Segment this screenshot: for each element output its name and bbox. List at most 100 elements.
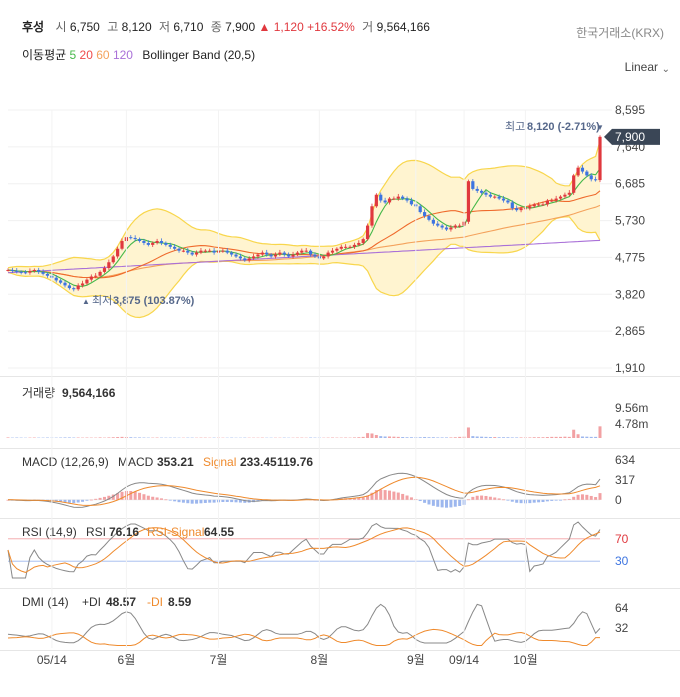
macd-histogram-bar <box>576 494 580 500</box>
rsi-signal-line <box>7 527 601 573</box>
plus-di-value: 48.57 <box>106 595 136 609</box>
candle-body <box>436 223 440 226</box>
candle-body <box>199 250 203 253</box>
candle-body <box>374 194 378 207</box>
candle-body <box>335 248 339 251</box>
low-marker-icon: ▲ <box>82 297 90 306</box>
macd-histogram-bar <box>572 496 576 500</box>
macd-histogram-bar <box>528 499 532 504</box>
macd-histogram-bar <box>502 499 506 501</box>
scale-dropdown[interactable]: Linear <box>625 60 658 74</box>
x-tick-label: 9월 <box>407 653 425 667</box>
ma-label[interactable]: 이동평균 <box>22 48 67 62</box>
candle-body <box>159 241 164 243</box>
macd-histogram-bar <box>431 499 435 506</box>
candle-body <box>230 252 234 255</box>
macd-histogram-bar <box>559 499 563 501</box>
panel-divider <box>0 588 680 589</box>
macd-histogram-bar <box>598 493 602 500</box>
volume-bar <box>6 437 10 438</box>
volume-bar <box>409 437 413 438</box>
macd-histogram-bar <box>203 499 207 503</box>
candle-body <box>458 225 462 227</box>
macd-histogram-bar <box>440 499 444 508</box>
macd-histogram-bar <box>392 491 396 500</box>
price-tick-label: 1,910 <box>615 361 645 375</box>
candle-body <box>537 204 541 206</box>
macd-histogram-bar <box>81 499 85 502</box>
candle-body <box>129 237 133 239</box>
macd-histogram-bar <box>537 499 541 503</box>
macd-histogram-bar <box>580 494 584 500</box>
volume-bar <box>436 437 440 438</box>
macd-histogram-bar <box>532 499 536 503</box>
candle-body <box>208 250 212 252</box>
volume-tick-label: 9.56m <box>615 401 648 415</box>
ma5-label[interactable]: 5 <box>69 48 77 62</box>
bollinger-label[interactable]: Bollinger Band (20,5) <box>142 48 256 62</box>
volume-bar <box>405 437 409 438</box>
candle-body <box>295 252 300 255</box>
ma120-label[interactable]: 120 <box>112 48 133 62</box>
volume-bar <box>550 436 554 438</box>
volume-title: 거래량 <box>22 386 55 400</box>
macd-tick-label: 0 <box>615 493 622 507</box>
candle-body <box>392 198 396 200</box>
macd-histogram-bar <box>155 497 159 500</box>
volume-bar <box>567 436 571 438</box>
candle-body <box>181 250 186 252</box>
x-tick-label: 05/14 <box>37 653 67 667</box>
ma60-label[interactable]: 60 <box>96 48 110 62</box>
candle-body <box>440 225 444 228</box>
volume-bar <box>361 436 365 438</box>
macd-histogram-bar <box>594 497 598 500</box>
dmi-tick-label: 64 <box>615 601 629 615</box>
candle-body <box>475 188 479 191</box>
macd-histogram-bar <box>243 499 247 503</box>
candle-body <box>409 200 414 205</box>
quote-header: 후성 시 6,750 고 8,120 저 6,710 종 7,900 ▲ 1,1… <box>22 18 430 35</box>
price-tick-label: 5,730 <box>615 214 645 228</box>
x-axis-divider <box>0 650 680 651</box>
candle-body <box>28 271 32 273</box>
candle-body <box>558 196 563 199</box>
candle-body <box>194 252 199 255</box>
macd-histogram-bar <box>181 499 185 503</box>
candle-body <box>102 268 107 272</box>
volume-bar <box>519 437 523 438</box>
macd-histogram-bar <box>541 499 545 503</box>
macd-histogram-bar <box>186 499 190 504</box>
volume-bar <box>418 437 422 438</box>
change-value: 1,120 <box>273 20 304 34</box>
macd-hist-value: 119.76 <box>277 455 313 469</box>
macd-histogram-bar <box>120 491 124 500</box>
candle-body <box>418 206 422 213</box>
volume-bar <box>488 437 492 438</box>
macd-histogram-bar <box>396 492 400 500</box>
chevron-down-icon[interactable]: ⌄ <box>661 64 670 75</box>
minus-di-value: 8.59 <box>168 595 192 609</box>
rsi-label: RSI <box>86 525 106 539</box>
volume-bar <box>576 434 580 438</box>
macd-histogram-bar <box>138 492 142 500</box>
ma20-label[interactable]: 20 <box>79 48 93 62</box>
candle-body <box>98 271 102 276</box>
candle-body <box>510 202 514 209</box>
candle-body <box>32 269 36 272</box>
candle-body <box>63 282 67 286</box>
macd-histogram-bar <box>585 494 589 500</box>
macd-histogram-bar <box>379 489 383 500</box>
candle-body <box>598 136 602 181</box>
macd-histogram-bar <box>89 499 93 501</box>
macd-histogram-bar <box>475 495 479 500</box>
ma120-line <box>7 239 601 274</box>
macd-histogram-bar <box>471 496 475 500</box>
macd-histogram-bar <box>190 499 194 504</box>
candle-body <box>304 250 308 252</box>
candle-body <box>10 269 14 271</box>
x-tick-label: 8월 <box>310 653 328 667</box>
volume-bar <box>480 436 484 438</box>
volume-bar <box>449 437 453 438</box>
macd-histogram-bar <box>238 499 242 503</box>
